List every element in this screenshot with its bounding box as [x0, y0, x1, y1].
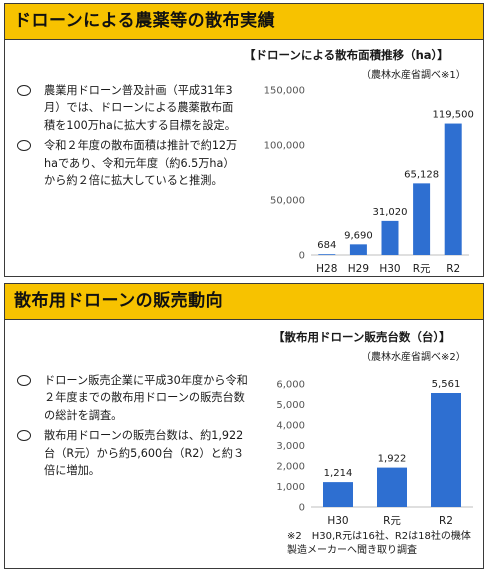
- bullet-text: 農業用ドローン普及計画（平成31年3月）では、ドローンによる農薬散布面積を100…: [44, 84, 236, 132]
- x-tick-label: H28: [316, 263, 337, 275]
- data-label: 1,214: [324, 468, 353, 479]
- bullet-list: 農業用ドローン普及計画（平成31年3月）では、ドローンによる農薬散布面積を100…: [17, 82, 243, 192]
- y-tick-label: 1,000: [276, 482, 305, 493]
- bullet-item: 散布用ドローンの販売台数は、約1,922台（R元）から約5,600台（R2）と約…: [17, 427, 253, 479]
- x-tick-label: R元: [413, 263, 431, 275]
- chart-source: （農林水産省調べ※2）: [361, 352, 466, 363]
- chart-title: 【散布用ドローン販売台数（台）】: [273, 330, 451, 344]
- y-tick-label: 6,000: [276, 380, 305, 391]
- data-label: 31,020: [373, 207, 408, 218]
- data-label: 119,500: [433, 110, 474, 121]
- bullet-text: ドローン販売企業に平成30年度から令和２年度までの散布用ドローンの販売台数の総計…: [44, 374, 248, 422]
- x-tick-label: R2: [446, 263, 460, 275]
- section-header: 散布用ドローンの販売動向: [5, 284, 483, 320]
- y-tick-label: 100,000: [264, 141, 305, 152]
- x-tick-label: H30: [327, 515, 348, 527]
- x-tick-label: H30: [379, 263, 400, 275]
- bar: [323, 482, 353, 507]
- data-label: 1,922: [378, 454, 407, 465]
- bar: [444, 123, 462, 255]
- y-tick-label: 150,000: [264, 86, 305, 97]
- y-tick-label: 4,000: [276, 421, 305, 432]
- data-label: 9,690: [344, 230, 373, 241]
- y-tick-label: 2,000: [276, 462, 305, 473]
- circle-bullet-icon: [17, 430, 31, 442]
- chart-title: 【ドローンによる散布面積推移（ha）】: [244, 48, 449, 62]
- survey-footnote: ※2 H30,R元は16社、R2は18社の機体製造メーカーへ聞き取り調査: [287, 531, 471, 556]
- y-tick-label: 5,000: [276, 400, 305, 411]
- data-label: 684: [317, 240, 336, 251]
- chart-source: （農林水産省調べ※1）: [361, 70, 466, 81]
- x-tick-label: R元: [383, 515, 401, 527]
- circle-bullet-icon: [17, 375, 31, 386]
- bullet-text: 散布用ドローンの販売台数は、約1,922台（R元）から約5,600台（R2）と約…: [44, 429, 245, 478]
- bar: [413, 183, 431, 255]
- x-tick-label: R2: [439, 515, 453, 527]
- y-tick-label: 0: [299, 251, 305, 262]
- data-label: 5,561: [432, 379, 461, 390]
- bar: [349, 244, 367, 255]
- bullet-item: 農業用ドローン普及計画（平成31年3月）では、ドローンによる農薬散布面積を100…: [17, 82, 243, 134]
- bar: [431, 392, 461, 507]
- bullet-list: ドローン販売企業に平成30年度から令和２年度までの散布用ドローンの販売台数の総計…: [17, 372, 253, 482]
- drone-sales-panel: 散布用ドローンの販売動向 ドローン販売企業に平成30年度から令和２年度までの散布…: [4, 283, 484, 569]
- circle-bullet-icon: [17, 140, 31, 152]
- drone-sales-bar-chart: 0 1,000 2,000 3,000 4,000 5,000 6,000 1,214 H30 1…: [276, 379, 473, 527]
- x-tick-label: H29: [348, 263, 369, 275]
- circle-bullet-icon: [17, 85, 31, 96]
- bar: [377, 467, 407, 507]
- bar: [318, 254, 336, 255]
- spraying-area-bar-chart: 0 50,000 100,000 150,000 684 H28 9,690 H29 31,02…: [264, 86, 474, 276]
- y-tick-label: 3,000: [276, 441, 305, 452]
- bar: [381, 220, 399, 255]
- data-label: 65,128: [404, 169, 439, 180]
- bullet-item: ドローン販売企業に平成30年度から令和２年度までの散布用ドローンの販売台数の総計…: [17, 372, 253, 424]
- bullet-item: 令和２年度の散布面積は推計で約12万haであり、令和元年度（約6.5万ha）から…: [17, 137, 243, 189]
- y-tick-label: 50,000: [270, 196, 305, 207]
- drone-spraying-panel: ドローンによる農薬等の散布実績 農業用ドローン普及計画（平成31年3月）では、ド…: [4, 3, 484, 277]
- section-header: ドローンによる農薬等の散布実績: [5, 4, 483, 40]
- bullet-text: 令和２年度の散布面積は推計で約12万haであり、令和元年度（約6.5万ha）から…: [44, 139, 238, 188]
- y-tick-label: 0: [299, 503, 305, 514]
